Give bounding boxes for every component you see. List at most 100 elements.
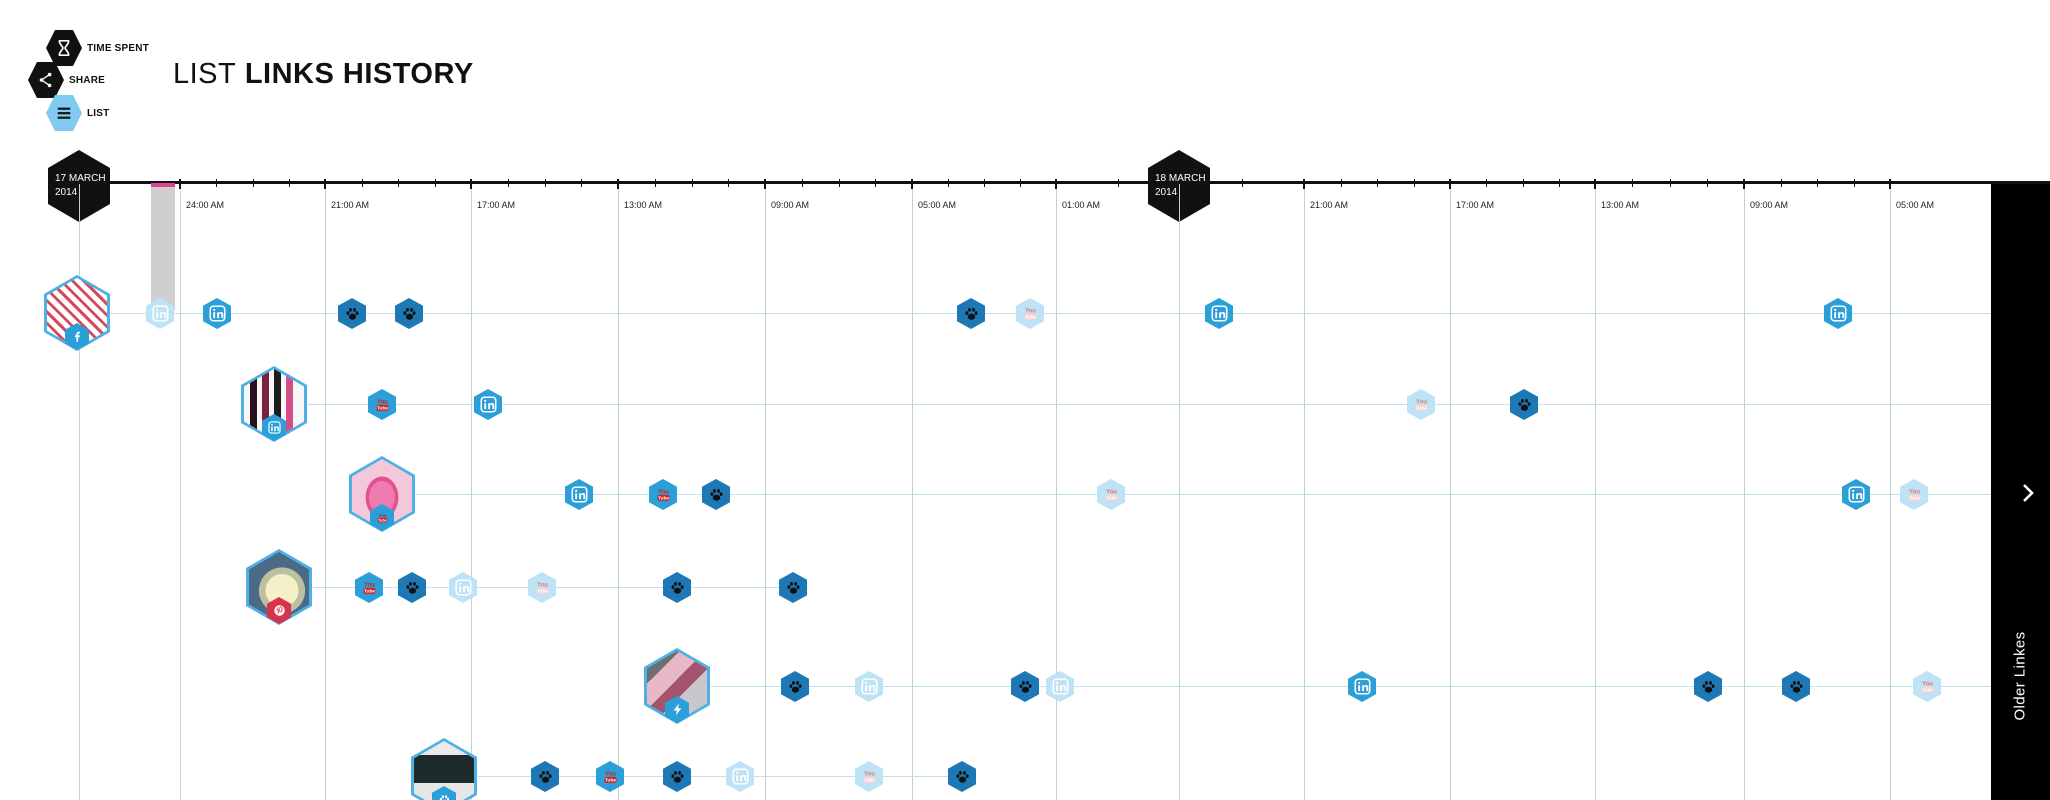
- tick-mark-minor: [1817, 179, 1818, 187]
- tick-label: 13:00 AM: [624, 200, 663, 210]
- paw-icon[interactable]: [1694, 671, 1722, 702]
- tick-mark: [179, 179, 181, 189]
- tick-mark: [1303, 179, 1305, 189]
- youtube-icon[interactable]: You Tube: [1407, 389, 1435, 420]
- tick-mark: [1449, 179, 1451, 189]
- tick-mark-minor: [728, 179, 729, 187]
- svg-text:You: You: [363, 582, 374, 589]
- linkedin-icon[interactable]: [1824, 298, 1852, 329]
- youtube-icon[interactable]: You Tube: [1913, 671, 1941, 702]
- svg-text:You: You: [657, 489, 668, 496]
- tick-label: 13:00 AM: [1601, 200, 1640, 210]
- youtube-icon[interactable]: You Tube: [528, 572, 556, 603]
- youtube-icon[interactable]: You Tube: [355, 572, 383, 603]
- tick-label: 05:00 AM: [1896, 200, 1935, 210]
- row-line: [111, 313, 1991, 314]
- page-title-prefix: LIST: [173, 58, 237, 90]
- grid-line: [1890, 184, 1891, 800]
- tick-mark: [1743, 179, 1745, 189]
- menu-label-time-spent: TIME SPENT: [87, 42, 150, 54]
- chevron-right-icon[interactable]: [2018, 483, 2038, 503]
- tick-label: 05:00 AM: [918, 200, 957, 210]
- linkedin-icon[interactable]: [565, 479, 593, 510]
- row-line: [308, 404, 1991, 405]
- tick-mark-minor: [984, 179, 985, 187]
- youtube-icon[interactable]: You Tube: [368, 389, 396, 420]
- tick-mark-minor: [1781, 179, 1782, 187]
- tick-mark: [1055, 179, 1057, 189]
- linkedin-icon[interactable]: [1046, 671, 1074, 702]
- svg-text:Tube: Tube: [658, 496, 669, 502]
- paw-icon[interactable]: [338, 298, 366, 329]
- tick-mark-minor: [1020, 179, 1021, 187]
- tick-mark-minor: [839, 179, 840, 187]
- tick-mark: [764, 179, 766, 189]
- tick-mark-minor: [1341, 179, 1342, 187]
- paw-icon[interactable]: [948, 761, 976, 792]
- youtube-icon[interactable]: You Tube: [855, 761, 883, 792]
- grid-line: [1595, 184, 1596, 800]
- svg-text:Tube: Tube: [1922, 688, 1933, 694]
- tick-mark-minor: [1670, 179, 1671, 187]
- older-links-label: Older Linkes: [2011, 631, 2029, 721]
- svg-text:You: You: [376, 399, 387, 406]
- linkedin-icon[interactable]: [474, 389, 502, 420]
- tick-mark-minor: [216, 179, 217, 187]
- paw-icon[interactable]: [1510, 389, 1538, 420]
- menu-item-time-spent[interactable]: TIME SPENT: [46, 30, 149, 66]
- tick-label: 09:00 AM: [771, 200, 810, 210]
- paw-icon[interactable]: [957, 298, 985, 329]
- paw-icon[interactable]: [663, 572, 691, 603]
- linkedin-icon[interactable]: [1348, 671, 1376, 702]
- paw-icon[interactable]: [779, 572, 807, 603]
- older-links-panel[interactable]: Older Linkes: [1991, 184, 2050, 800]
- linkedin-icon[interactable]: [1205, 298, 1233, 329]
- menu-item-share[interactable]: SHARE: [28, 62, 105, 98]
- timeline-axis: [50, 181, 2050, 184]
- svg-text:Tube: Tube: [605, 778, 616, 784]
- paw-icon[interactable]: [395, 298, 423, 329]
- paw-icon[interactable]: [1011, 671, 1039, 702]
- paw-icon[interactable]: [702, 479, 730, 510]
- linkedin-icon[interactable]: [855, 671, 883, 702]
- menu-item-list[interactable]: LIST: [46, 95, 109, 131]
- tick-mark-minor: [435, 179, 436, 187]
- paw-icon[interactable]: [1782, 671, 1810, 702]
- youtube-icon[interactable]: You Tube: [1097, 479, 1125, 510]
- tick-label: 17:00 AM: [477, 200, 516, 210]
- paw-icon[interactable]: [398, 572, 426, 603]
- tick-label: 21:00 AM: [331, 200, 370, 210]
- youtube-icon[interactable]: You Tube: [1900, 479, 1928, 510]
- tick-mark: [470, 179, 472, 189]
- view-menu: TIME SPENT SHARE LIST: [26, 30, 206, 140]
- timeline-scroll-marker[interactable]: [151, 183, 175, 310]
- linkedin-icon[interactable]: [449, 572, 477, 603]
- tick-mark-minor: [1377, 179, 1378, 187]
- youtube-icon[interactable]: You Tube: [1016, 298, 1044, 329]
- svg-text:Tube: Tube: [1025, 315, 1036, 321]
- grid-line: [618, 184, 619, 800]
- tick-mark-minor: [545, 179, 546, 187]
- youtube-icon[interactable]: You Tube: [596, 761, 624, 792]
- paw-icon[interactable]: [531, 761, 559, 792]
- svg-text:Tube: Tube: [364, 589, 375, 595]
- tick-mark-minor: [1486, 179, 1487, 187]
- linkedin-icon[interactable]: [726, 761, 754, 792]
- youtube-icon[interactable]: You Tube: [649, 479, 677, 510]
- tick-mark-minor: [692, 179, 693, 187]
- svg-text:Tube: Tube: [537, 589, 548, 595]
- linkedin-icon[interactable]: [203, 298, 231, 329]
- tick-mark-minor: [1118, 179, 1119, 187]
- linkedin-icon[interactable]: [1842, 479, 1870, 510]
- row-line: [313, 587, 808, 588]
- tick-mark: [1889, 179, 1891, 189]
- tick-label: 24:00 AM: [186, 200, 225, 210]
- lightning-icon: [665, 696, 689, 723]
- list-icon: [46, 95, 82, 131]
- grid-line: [1744, 184, 1745, 800]
- tick-mark-minor: [802, 179, 803, 187]
- date-day: 17 MARCH: [55, 173, 106, 184]
- menu-label-list: LIST: [87, 107, 110, 119]
- paw-icon[interactable]: [663, 761, 691, 792]
- paw-icon[interactable]: [781, 671, 809, 702]
